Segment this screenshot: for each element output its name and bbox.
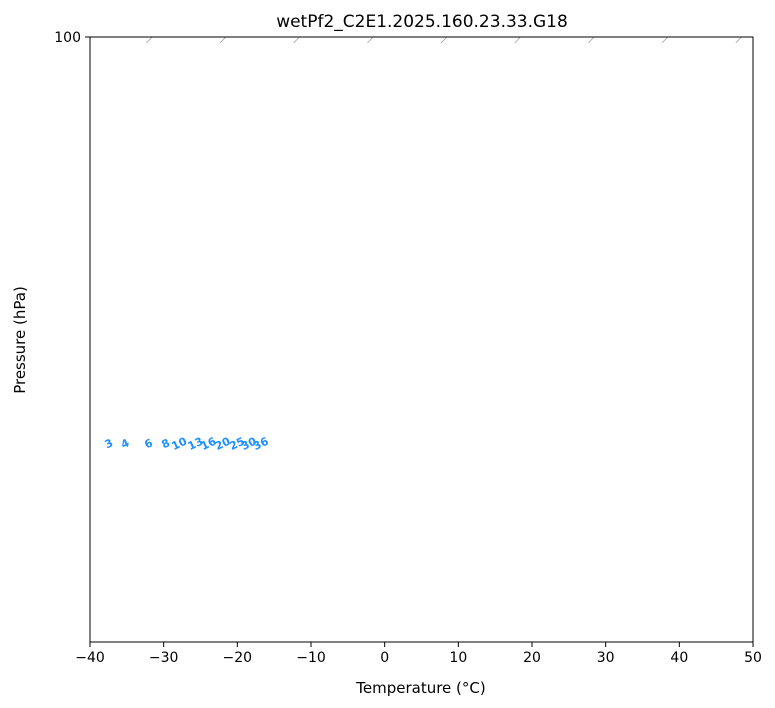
mixing-ratio-label: 16 — [199, 435, 219, 453]
x-tick-label: −10 — [296, 650, 326, 666]
y-axis-label: Pressure (hPa) — [11, 286, 29, 394]
chart-title: wetPf2_C2E1.2025.160.23.33.G18 — [276, 12, 568, 32]
x-axis-label: Temperature (°C) — [355, 679, 485, 697]
x-tick-label: −40 — [75, 650, 105, 666]
x-axis-ticks: −40 −30 −20 −10 0 10 20 30 40 50 — [75, 642, 762, 666]
x-tick-label: 20 — [523, 650, 541, 666]
x-tick-label: −20 — [223, 650, 253, 666]
x-tick-label: 30 — [597, 650, 615, 666]
isopleth-labels: 0.10.20.40.611.52346810131620253036-100-… — [90, 435, 271, 453]
x-tick-label: −30 — [149, 650, 179, 666]
x-tick-label: 0 — [380, 650, 389, 666]
mixing-ratio-label: 10 — [170, 435, 190, 453]
plot-area: 0.10.20.40.611.52346810131620253036-100-… — [90, 37, 753, 453]
plot-frame — [89, 36, 754, 643]
x-tick-label: 50 — [744, 650, 762, 666]
mixing-ratio-label: 36 — [251, 435, 271, 453]
x-tick-label: 10 — [449, 650, 467, 666]
y-axis-ticks: 1002003004005006007008009001000 — [54, 30, 90, 46]
mixing-ratio-label: 30 — [239, 435, 259, 453]
mixing-ratio-label: 20 — [213, 435, 233, 453]
mixing-ratio-label: 13 — [186, 435, 205, 453]
x-tick-label: 40 — [670, 650, 688, 666]
mixing-ratio-label: 25 — [227, 435, 246, 453]
y-tick-label: 100 — [54, 30, 81, 46]
